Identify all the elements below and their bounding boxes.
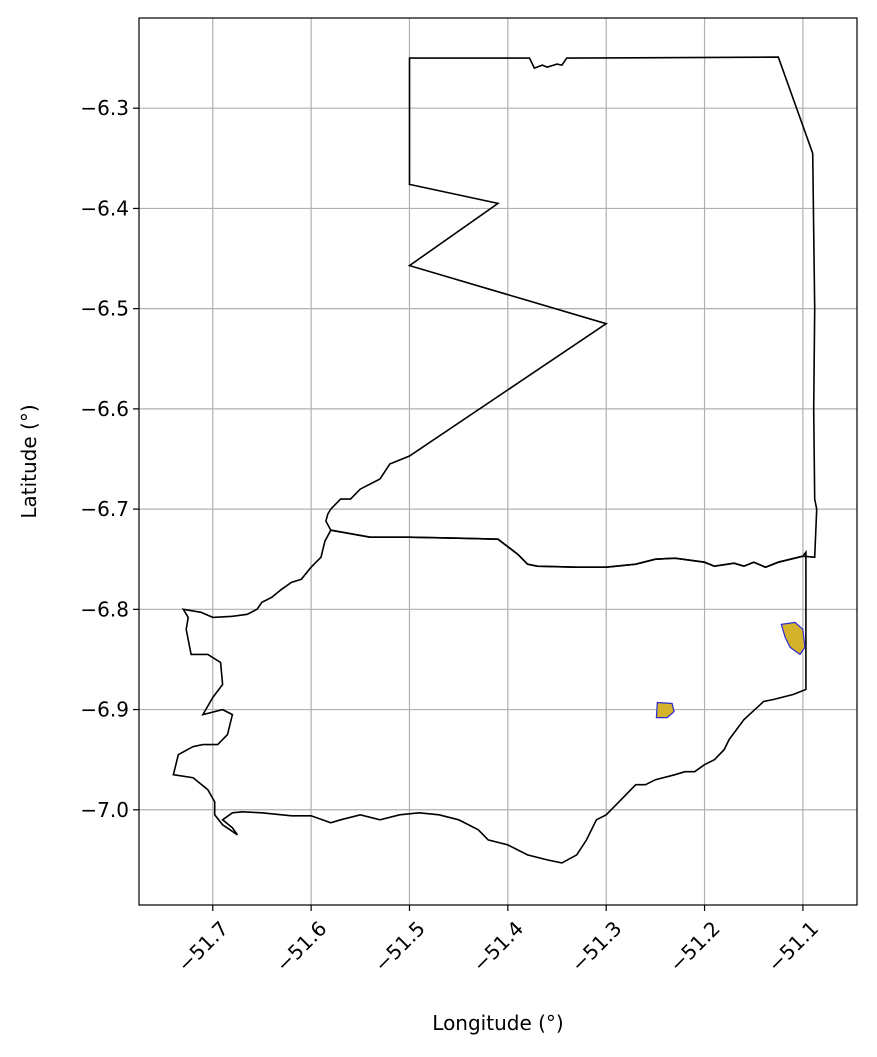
x-axis-ticks: −51.7 −51.6 −51.5 −51.4 −51.3 −51.2 −51.1 (173, 905, 823, 977)
x-tick-label: −51.1 (763, 916, 823, 976)
y-axis-ticks: −6.3 −6.4 −6.5 −6.6 −6.7 −6.8 −6.9 −7.0 (80, 96, 139, 822)
plot-frame (138, 17, 858, 906)
y-tick-label: −6.5 (80, 297, 129, 321)
region-outlines (172, 56, 818, 864)
y-tick-label: −6.4 (80, 196, 129, 220)
x-tick-label: −51.4 (468, 916, 528, 976)
x-tick-label: −51.7 (173, 916, 233, 976)
x-tick-label: −51.5 (369, 916, 429, 976)
y-tick-label: −6.3 (80, 96, 129, 120)
highlight-patches (655, 621, 806, 719)
lower-region-outline (172, 529, 807, 864)
y-tick-label: −6.6 (80, 397, 129, 421)
y-tick-label: −6.7 (80, 497, 129, 521)
upper-region-outline (325, 56, 818, 569)
y-tick-label: −6.9 (80, 698, 129, 722)
x-tick-label: −51.3 (566, 916, 626, 976)
y-tick-label: −7.0 (80, 798, 129, 822)
grid-lines (139, 18, 857, 905)
y-axis-label: Latitude (°) (17, 404, 41, 518)
x-tick-label: −51.2 (665, 916, 725, 976)
highlight-patch (655, 701, 675, 719)
x-axis-label: Longitude (°) (432, 1011, 563, 1035)
y-tick-label: −6.8 (80, 597, 129, 621)
highlight-patch (780, 621, 806, 656)
x-tick-label: −51.6 (271, 916, 331, 976)
